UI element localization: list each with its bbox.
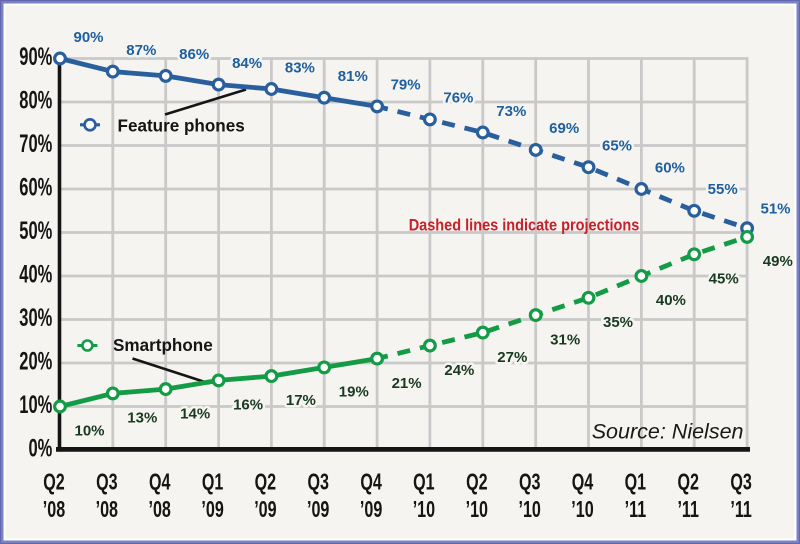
svg-text:51%: 51% (760, 201, 790, 218)
svg-text:’08: ’08 (149, 497, 171, 522)
svg-text:’11: ’11 (625, 497, 646, 522)
svg-text:86%: 86% (179, 46, 209, 63)
svg-text:20%: 20% (19, 348, 52, 375)
svg-text:’11: ’11 (730, 497, 751, 522)
svg-text:21%: 21% (392, 375, 422, 392)
svg-text:’09: ’09 (254, 497, 276, 522)
svg-text:27%: 27% (497, 349, 527, 366)
svg-text:Q3: Q3 (519, 470, 540, 495)
svg-text:13%: 13% (127, 410, 157, 427)
svg-text:80%: 80% (19, 87, 52, 114)
svg-text:’10: ’10 (571, 497, 593, 522)
svg-text:60%: 60% (19, 174, 52, 201)
svg-text:83%: 83% (285, 59, 315, 76)
svg-text:65%: 65% (602, 138, 632, 155)
svg-text:Q4: Q4 (149, 470, 170, 495)
svg-text:69%: 69% (549, 120, 579, 137)
svg-text:76%: 76% (443, 90, 473, 107)
svg-text:79%: 79% (391, 77, 421, 94)
svg-text:Smartphone: Smartphone (113, 335, 213, 356)
svg-text:24%: 24% (444, 362, 474, 379)
svg-text:81%: 81% (338, 68, 368, 85)
svg-text:30%: 30% (19, 305, 52, 332)
svg-text:Q3: Q3 (307, 470, 328, 495)
svg-text:Q1: Q1 (202, 470, 223, 495)
svg-text:’11: ’11 (677, 497, 698, 522)
svg-text:17%: 17% (286, 392, 316, 409)
svg-text:Q3: Q3 (730, 470, 751, 495)
svg-text:Dashed lines indicate projecti: Dashed lines indicate projections (409, 217, 640, 235)
svg-text:’08: ’08 (96, 497, 118, 522)
svg-text:0%: 0% (28, 435, 52, 462)
svg-text:Q2: Q2 (466, 470, 487, 495)
svg-text:87%: 87% (126, 42, 156, 59)
svg-text:Q2: Q2 (255, 470, 276, 495)
svg-text:70%: 70% (19, 131, 52, 158)
svg-text:40%: 40% (19, 261, 52, 288)
svg-text:’10: ’10 (466, 497, 488, 522)
svg-text:60%: 60% (655, 159, 685, 176)
svg-text:’10: ’10 (413, 497, 435, 522)
svg-text:90%: 90% (19, 44, 52, 71)
svg-text:14%: 14% (180, 405, 210, 422)
svg-text:Feature phones: Feature phones (118, 115, 245, 136)
svg-text:Q4: Q4 (360, 470, 381, 495)
svg-text:49%: 49% (763, 253, 793, 270)
svg-text:Q1: Q1 (625, 470, 646, 495)
svg-text:31%: 31% (550, 331, 580, 348)
svg-text:Q2: Q2 (43, 470, 64, 495)
svg-text:55%: 55% (708, 181, 738, 198)
svg-text:50%: 50% (19, 218, 52, 245)
svg-text:16%: 16% (233, 397, 263, 414)
svg-text:’09: ’09 (307, 497, 329, 522)
svg-text:73%: 73% (496, 103, 526, 120)
svg-text:45%: 45% (709, 271, 739, 288)
svg-text:Source: Nielsen: Source: Nielsen (592, 420, 744, 444)
svg-text:19%: 19% (339, 384, 369, 401)
svg-text:40%: 40% (656, 292, 686, 309)
svg-text:’09: ’09 (201, 497, 223, 522)
svg-text:Q2: Q2 (677, 470, 698, 495)
svg-text:Q4: Q4 (572, 470, 593, 495)
svg-text:’08: ’08 (43, 497, 65, 522)
svg-text:Q3: Q3 (96, 470, 117, 495)
svg-text:84%: 84% (232, 55, 262, 72)
svg-text:’10: ’10 (519, 497, 541, 522)
svg-text:’09: ’09 (360, 497, 382, 522)
svg-text:35%: 35% (603, 314, 633, 331)
svg-text:10%: 10% (74, 423, 104, 440)
svg-text:Q1: Q1 (413, 470, 434, 495)
svg-text:10%: 10% (19, 392, 52, 419)
svg-text:90%: 90% (73, 29, 103, 46)
